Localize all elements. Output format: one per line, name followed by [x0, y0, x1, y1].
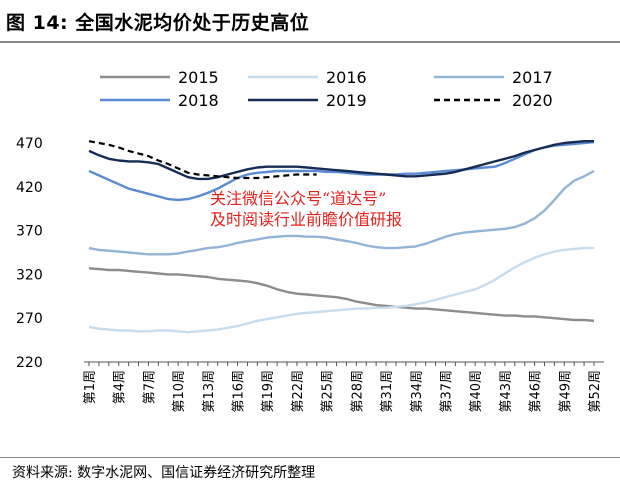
y-tick-label: 320: [16, 267, 43, 283]
series-layer: [88, 139, 595, 334]
watermark-text: 关注微信公众号“道达号” 及时阅读行业前瞻价值研报: [210, 188, 470, 230]
series-line-2017: [88, 169, 595, 256]
source-note: 资料来源: 数字水泥网、国信证券经济研究所整理: [12, 465, 316, 481]
x-axis: 第1周 第4周 第7周 第10周 第13周 第16周 第19周 第22周 第25周 第28周 第31…: [83, 361, 604, 413]
legend-label-2016: 2016: [326, 68, 367, 87]
y-tick-label: 270: [16, 311, 43, 327]
x-tick-label: 第10周: [172, 370, 187, 413]
x-tick-label: 第40周: [469, 370, 484, 413]
y-tick-label: 420: [16, 180, 43, 196]
series-line-2015: [88, 267, 595, 322]
line-chart: 2015 2016 2017 2018 2019 2020 220 270 320 370 420…: [16, 68, 604, 413]
x-tick-label: 第46周: [529, 370, 544, 413]
chart-legend: 2015 2016 2017 2018 2019 2020: [100, 68, 553, 110]
y-tick-label: 220: [16, 355, 43, 371]
x-tick-label: 第49周: [558, 370, 573, 413]
y-tick-label: 470: [16, 136, 43, 152]
series-line-2018: [88, 140, 595, 202]
y-axis: 220 270 320 370 420 470: [16, 136, 43, 371]
legend-label-2019: 2019: [326, 91, 367, 110]
x-tick-label: 第34周: [410, 370, 425, 413]
source-divider: [0, 457, 620, 458]
x-tick-label: 第19周: [261, 370, 276, 413]
figure-title: 图 14: 全国水泥均价处于历史高位: [6, 12, 310, 34]
series-line-2016: [88, 246, 594, 334]
x-tick-label: 第16周: [232, 370, 247, 413]
watermark-line-1: 关注微信公众号“道达号”: [210, 189, 387, 208]
series-line-2019: [88, 139, 594, 181]
legend-label-2018: 2018: [178, 91, 219, 110]
series-line-2020: [88, 140, 317, 180]
x-tick-label: 第1周: [83, 370, 98, 404]
legend-label-2015: 2015: [178, 68, 219, 87]
x-tick-label: 第52周: [588, 370, 603, 413]
title-divider: [0, 41, 620, 43]
x-tick-label: 第28周: [350, 370, 365, 413]
x-tick-label: 第43周: [499, 370, 514, 413]
y-tick-label: 370: [16, 224, 43, 240]
x-tick-label: 第22周: [291, 370, 306, 413]
x-tick-label: 第13周: [202, 370, 217, 413]
x-tick-label: 第25周: [321, 370, 336, 413]
watermark-line-2: 及时阅读行业前瞻价值研报: [210, 210, 403, 229]
legend-label-2020: 2020: [512, 91, 553, 110]
legend-label-2017: 2017: [512, 68, 553, 87]
x-tick-label: 第31周: [380, 370, 395, 413]
x-tick-label: 第37周: [439, 370, 454, 413]
x-tick-label: 第7周: [142, 370, 157, 404]
x-tick-label: 第4周: [113, 370, 128, 404]
